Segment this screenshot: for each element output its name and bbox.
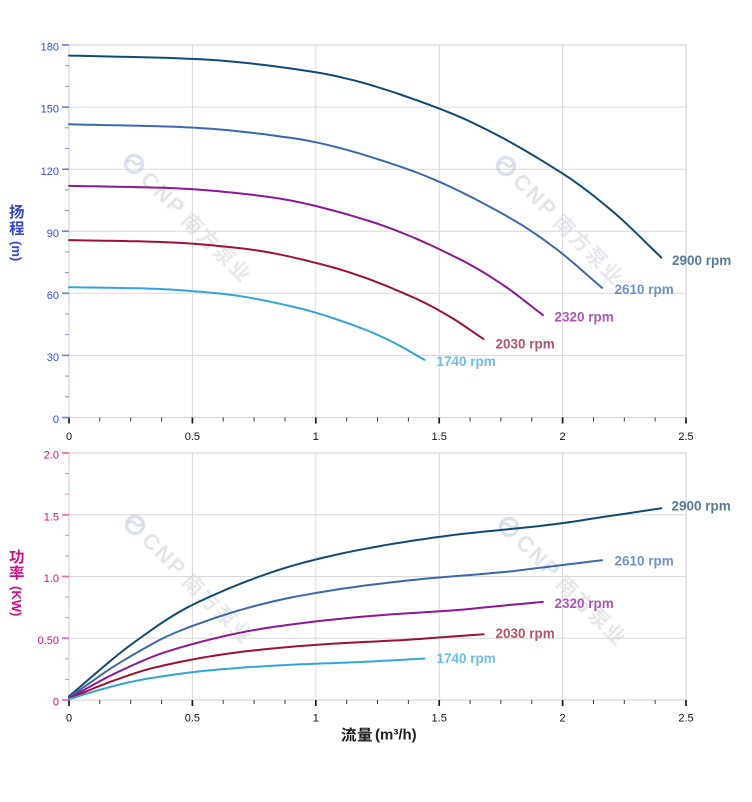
svg-text:0.50: 0.50 xyxy=(38,635,59,647)
svg-text:30: 30 xyxy=(47,352,59,364)
svg-text:0.5: 0.5 xyxy=(185,713,200,725)
svg-text:2320 rpm: 2320 rpm xyxy=(555,596,614,611)
svg-text:(KW): (KW) xyxy=(9,586,24,616)
svg-text:2.5: 2.5 xyxy=(678,431,693,443)
svg-text:2030 rpm: 2030 rpm xyxy=(496,626,555,641)
svg-text:1.0: 1.0 xyxy=(44,573,59,585)
svg-text:0.5: 0.5 xyxy=(185,431,200,443)
svg-text:2030 rpm: 2030 rpm xyxy=(496,337,555,352)
svg-text:0: 0 xyxy=(66,713,72,725)
svg-text:(m³/h): (m³/h) xyxy=(375,727,417,744)
svg-text:2.0: 2.0 xyxy=(44,450,59,462)
svg-text:2900 rpm: 2900 rpm xyxy=(672,499,731,514)
svg-text:(m): (m) xyxy=(9,241,24,261)
svg-text:60: 60 xyxy=(47,290,59,302)
svg-text:2.5: 2.5 xyxy=(678,713,693,725)
svg-text:1.5: 1.5 xyxy=(432,713,447,725)
svg-text:2610 rpm: 2610 rpm xyxy=(615,554,674,569)
svg-text:1.5: 1.5 xyxy=(432,431,447,443)
svg-text:0: 0 xyxy=(53,697,59,709)
svg-text:1: 1 xyxy=(313,713,319,725)
svg-text:1740 rpm: 1740 rpm xyxy=(437,651,496,666)
svg-text:0: 0 xyxy=(53,414,59,426)
svg-text:2900 rpm: 2900 rpm xyxy=(672,253,731,268)
svg-text:0: 0 xyxy=(66,431,72,443)
svg-text:90: 90 xyxy=(47,228,59,240)
svg-text:120: 120 xyxy=(41,166,59,178)
svg-text:1.5: 1.5 xyxy=(44,511,59,523)
svg-text:2: 2 xyxy=(560,431,566,443)
svg-text:1: 1 xyxy=(313,431,319,443)
svg-text:2610 rpm: 2610 rpm xyxy=(615,282,674,297)
svg-text:2: 2 xyxy=(560,713,566,725)
svg-text:150: 150 xyxy=(41,104,59,116)
svg-text:180: 180 xyxy=(41,42,59,54)
svg-text:2320 rpm: 2320 rpm xyxy=(555,310,614,325)
svg-text:1740 rpm: 1740 rpm xyxy=(437,354,496,369)
